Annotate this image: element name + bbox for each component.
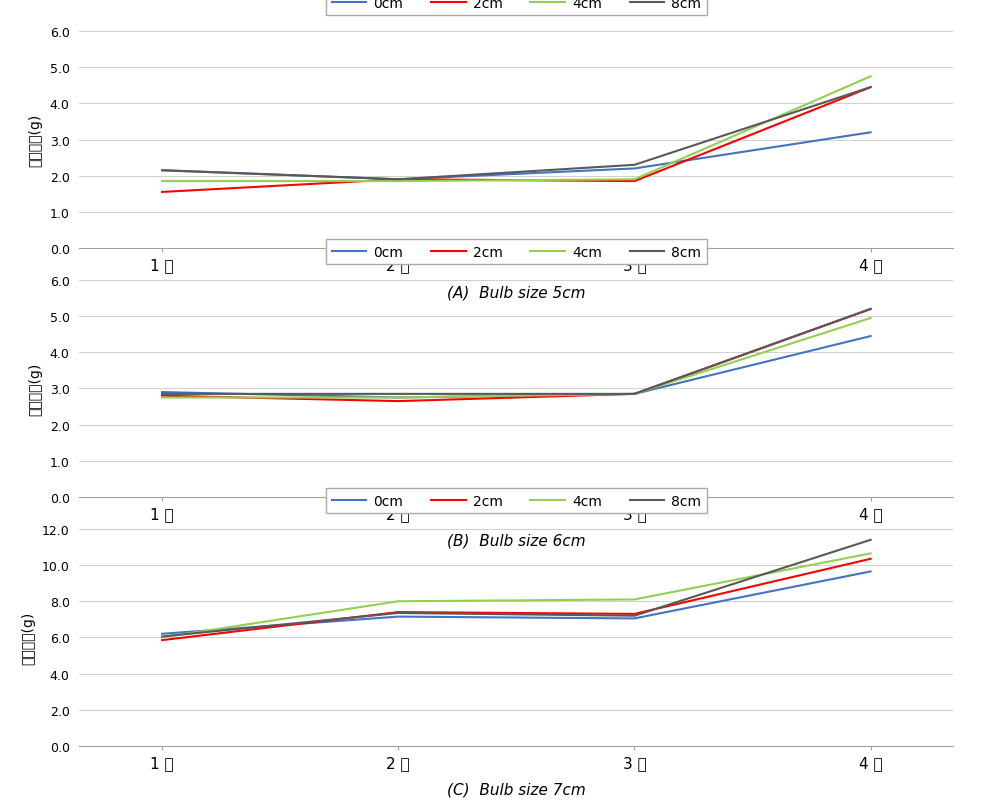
Legend: 0cm, 2cm, 4cm, 8cm: 0cm, 2cm, 4cm, 8cm [326, 240, 707, 265]
0cm [156, 629, 168, 638]
8cm [865, 83, 877, 93]
Line: 0cm: 0cm [162, 133, 871, 180]
4cm [865, 314, 877, 323]
0cm [392, 612, 404, 622]
Line: 8cm: 8cm [162, 310, 871, 395]
0cm [392, 176, 404, 185]
8cm [629, 161, 640, 171]
0cm [156, 166, 168, 176]
Legend: 0cm, 2cm, 4cm, 8cm: 0cm, 2cm, 4cm, 8cm [326, 488, 707, 514]
2cm [629, 177, 640, 187]
4cm [865, 72, 877, 82]
Line: 0cm: 0cm [162, 572, 871, 634]
8cm [156, 632, 168, 642]
0cm [865, 567, 877, 577]
0cm [629, 164, 640, 174]
Line: 4cm: 4cm [162, 318, 871, 398]
2cm [392, 397, 404, 407]
2cm [629, 610, 640, 619]
2cm [865, 83, 877, 93]
8cm [392, 390, 404, 399]
2cm [156, 635, 168, 645]
Line: 8cm: 8cm [162, 541, 871, 637]
Y-axis label: 구근무게(g): 구근무게(g) [29, 114, 43, 167]
2cm [629, 390, 640, 399]
8cm [156, 166, 168, 176]
4cm [629, 390, 640, 399]
4cm [392, 177, 404, 187]
Line: 2cm: 2cm [162, 310, 871, 402]
4cm [629, 595, 640, 605]
2cm [156, 188, 168, 197]
0cm [156, 387, 168, 397]
8cm [392, 609, 404, 618]
2cm [865, 554, 877, 564]
Line: 4cm: 4cm [162, 553, 871, 638]
0cm [392, 393, 404, 403]
4cm [156, 177, 168, 187]
4cm [865, 549, 877, 558]
Line: 4cm: 4cm [162, 77, 871, 182]
8cm [865, 305, 877, 314]
4cm [156, 633, 168, 642]
2cm [392, 176, 404, 185]
Line: 2cm: 2cm [162, 88, 871, 192]
8cm [392, 176, 404, 185]
Line: 2cm: 2cm [162, 559, 871, 640]
0cm [865, 128, 877, 138]
Line: 8cm: 8cm [162, 88, 871, 180]
8cm [629, 611, 640, 621]
Text: (C)  Bulb size 7cm: (C) Bulb size 7cm [447, 782, 586, 797]
0cm [629, 390, 640, 399]
0cm [629, 614, 640, 623]
4cm [629, 176, 640, 185]
4cm [156, 393, 168, 403]
Text: (B)  Bulb size 6cm: (B) Bulb size 6cm [447, 533, 586, 549]
4cm [392, 597, 404, 606]
Line: 0cm: 0cm [162, 337, 871, 398]
4cm [392, 393, 404, 403]
Y-axis label: 구근무게(g): 구근무게(g) [29, 363, 43, 415]
Y-axis label: 구근무게(g): 구근무게(g) [21, 611, 35, 664]
Text: (A)  Bulb size 5cm: (A) Bulb size 5cm [447, 285, 586, 300]
8cm [865, 536, 877, 545]
2cm [865, 305, 877, 314]
2cm [156, 391, 168, 401]
0cm [865, 332, 877, 342]
8cm [156, 390, 168, 399]
2cm [392, 608, 404, 618]
8cm [629, 390, 640, 399]
Legend: 0cm, 2cm, 4cm, 8cm: 0cm, 2cm, 4cm, 8cm [326, 0, 707, 17]
